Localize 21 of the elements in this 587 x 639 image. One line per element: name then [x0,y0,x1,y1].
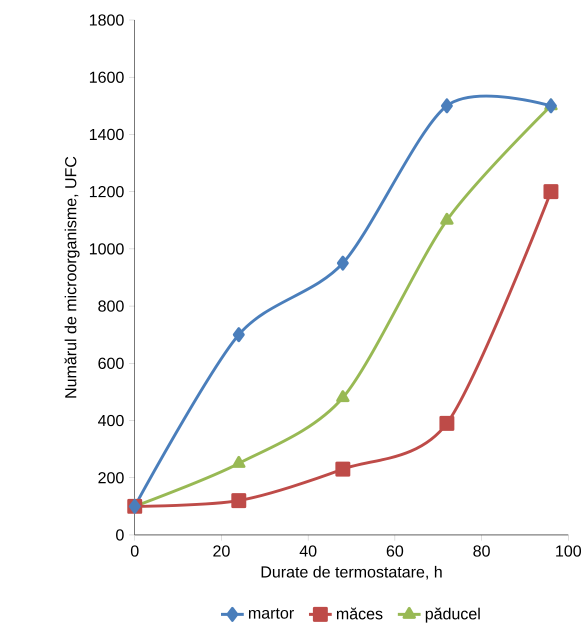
legend-label: martor [248,608,294,619]
y-tick-label: 200 [98,472,124,484]
y-tick-label: 1000 [90,243,124,255]
y-tick-label: 600 [98,358,124,369]
x-tick-label: 20 [213,545,230,557]
x-axis-title: Durate de termostatare, h [262,566,442,580]
y-tick-label: 1200 [90,186,124,198]
y-tick-label: 1400 [90,128,124,140]
legend-label: păducel [426,607,480,623]
legend-label: măces [336,607,382,620]
x-tick-label: 100 [556,545,582,557]
x-tick-label: 60 [386,545,404,557]
y-axis-title: Numărul de microorganisme, UFC [64,156,80,398]
x-tick-label: 40 [300,545,316,557]
x-tick-label: 80 [473,545,490,557]
y-tick-label: 0 [116,529,124,541]
y-tick-label: 800 [98,300,124,312]
y-tick-label: 400 [98,414,124,426]
y-tick-label: 1600 [90,72,124,83]
y-tick-label: 1800 [90,14,124,26]
x-tick-label: 0 [130,545,139,557]
